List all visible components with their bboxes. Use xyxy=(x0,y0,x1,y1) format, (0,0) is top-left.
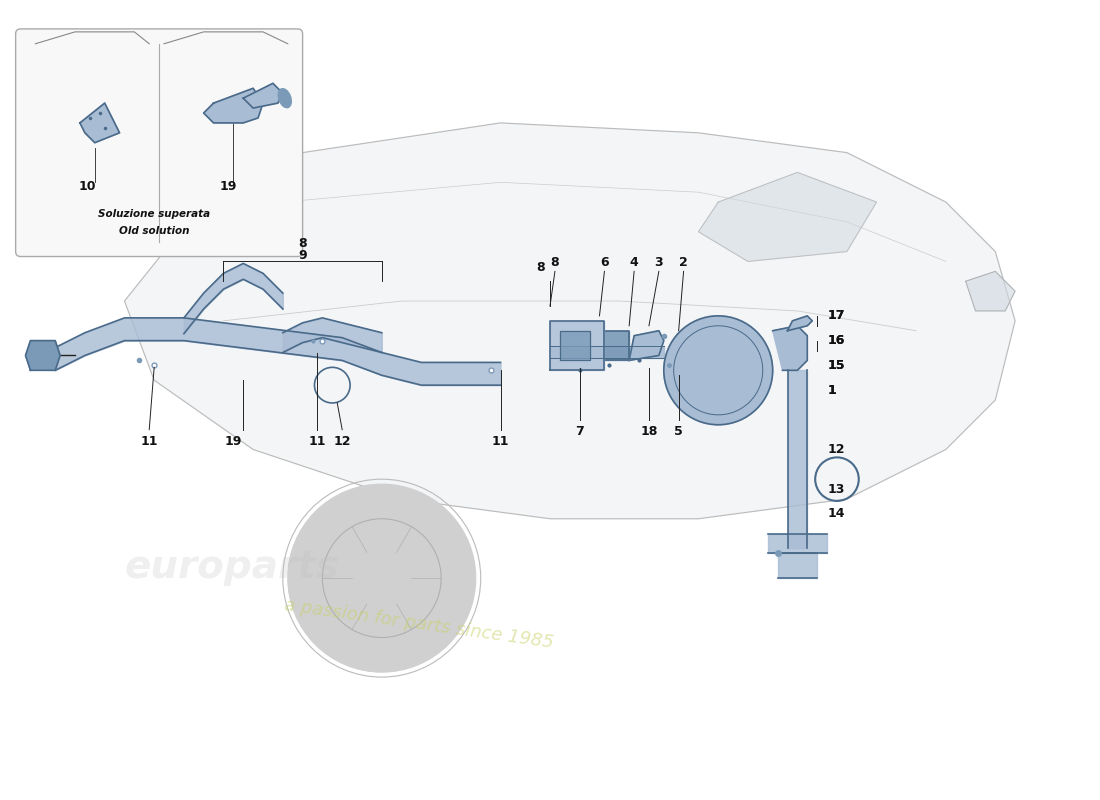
Text: 15: 15 xyxy=(827,359,845,372)
FancyBboxPatch shape xyxy=(15,29,302,257)
Text: 14: 14 xyxy=(827,507,845,520)
Polygon shape xyxy=(604,330,629,361)
Text: 1: 1 xyxy=(827,384,836,397)
Text: 13: 13 xyxy=(827,482,845,495)
Polygon shape xyxy=(25,341,60,370)
Text: 16: 16 xyxy=(827,334,845,347)
Text: 3: 3 xyxy=(654,257,663,270)
Polygon shape xyxy=(124,123,1015,518)
Circle shape xyxy=(288,484,476,672)
Ellipse shape xyxy=(278,89,292,108)
Text: 8: 8 xyxy=(536,262,544,274)
Text: 19: 19 xyxy=(224,434,242,447)
Polygon shape xyxy=(560,330,590,361)
Text: 4: 4 xyxy=(629,257,638,270)
Text: 6: 6 xyxy=(601,257,608,270)
Polygon shape xyxy=(788,316,812,330)
Text: europarts: europarts xyxy=(124,548,340,586)
Polygon shape xyxy=(698,172,877,262)
Text: 11: 11 xyxy=(141,434,158,447)
Polygon shape xyxy=(204,88,263,123)
Text: 19: 19 xyxy=(220,180,238,194)
Text: 8: 8 xyxy=(551,257,559,270)
Polygon shape xyxy=(772,326,807,370)
Text: 15: 15 xyxy=(827,359,845,372)
Text: Old solution: Old solution xyxy=(119,226,189,236)
Text: 12: 12 xyxy=(827,443,845,456)
Text: 8: 8 xyxy=(298,237,307,250)
Text: 11: 11 xyxy=(492,434,509,447)
Polygon shape xyxy=(80,103,120,142)
Text: 12: 12 xyxy=(333,434,351,447)
Text: 16: 16 xyxy=(827,334,845,347)
Text: 5: 5 xyxy=(674,425,683,438)
Text: 17: 17 xyxy=(827,310,845,322)
Polygon shape xyxy=(243,83,283,108)
Text: 1: 1 xyxy=(827,384,836,397)
Text: 7: 7 xyxy=(575,425,584,438)
Text: 11: 11 xyxy=(309,434,327,447)
Polygon shape xyxy=(629,330,663,361)
Text: 10: 10 xyxy=(78,180,96,194)
Text: 2: 2 xyxy=(679,257,688,270)
Text: a passion for parts since 1985: a passion for parts since 1985 xyxy=(283,596,554,651)
Text: 9: 9 xyxy=(298,250,307,262)
Text: Soluzione superata: Soluzione superata xyxy=(98,209,210,219)
Circle shape xyxy=(663,316,772,425)
Text: 17: 17 xyxy=(827,310,845,322)
Polygon shape xyxy=(966,271,1015,311)
Polygon shape xyxy=(550,321,604,370)
Text: 18: 18 xyxy=(640,425,658,438)
